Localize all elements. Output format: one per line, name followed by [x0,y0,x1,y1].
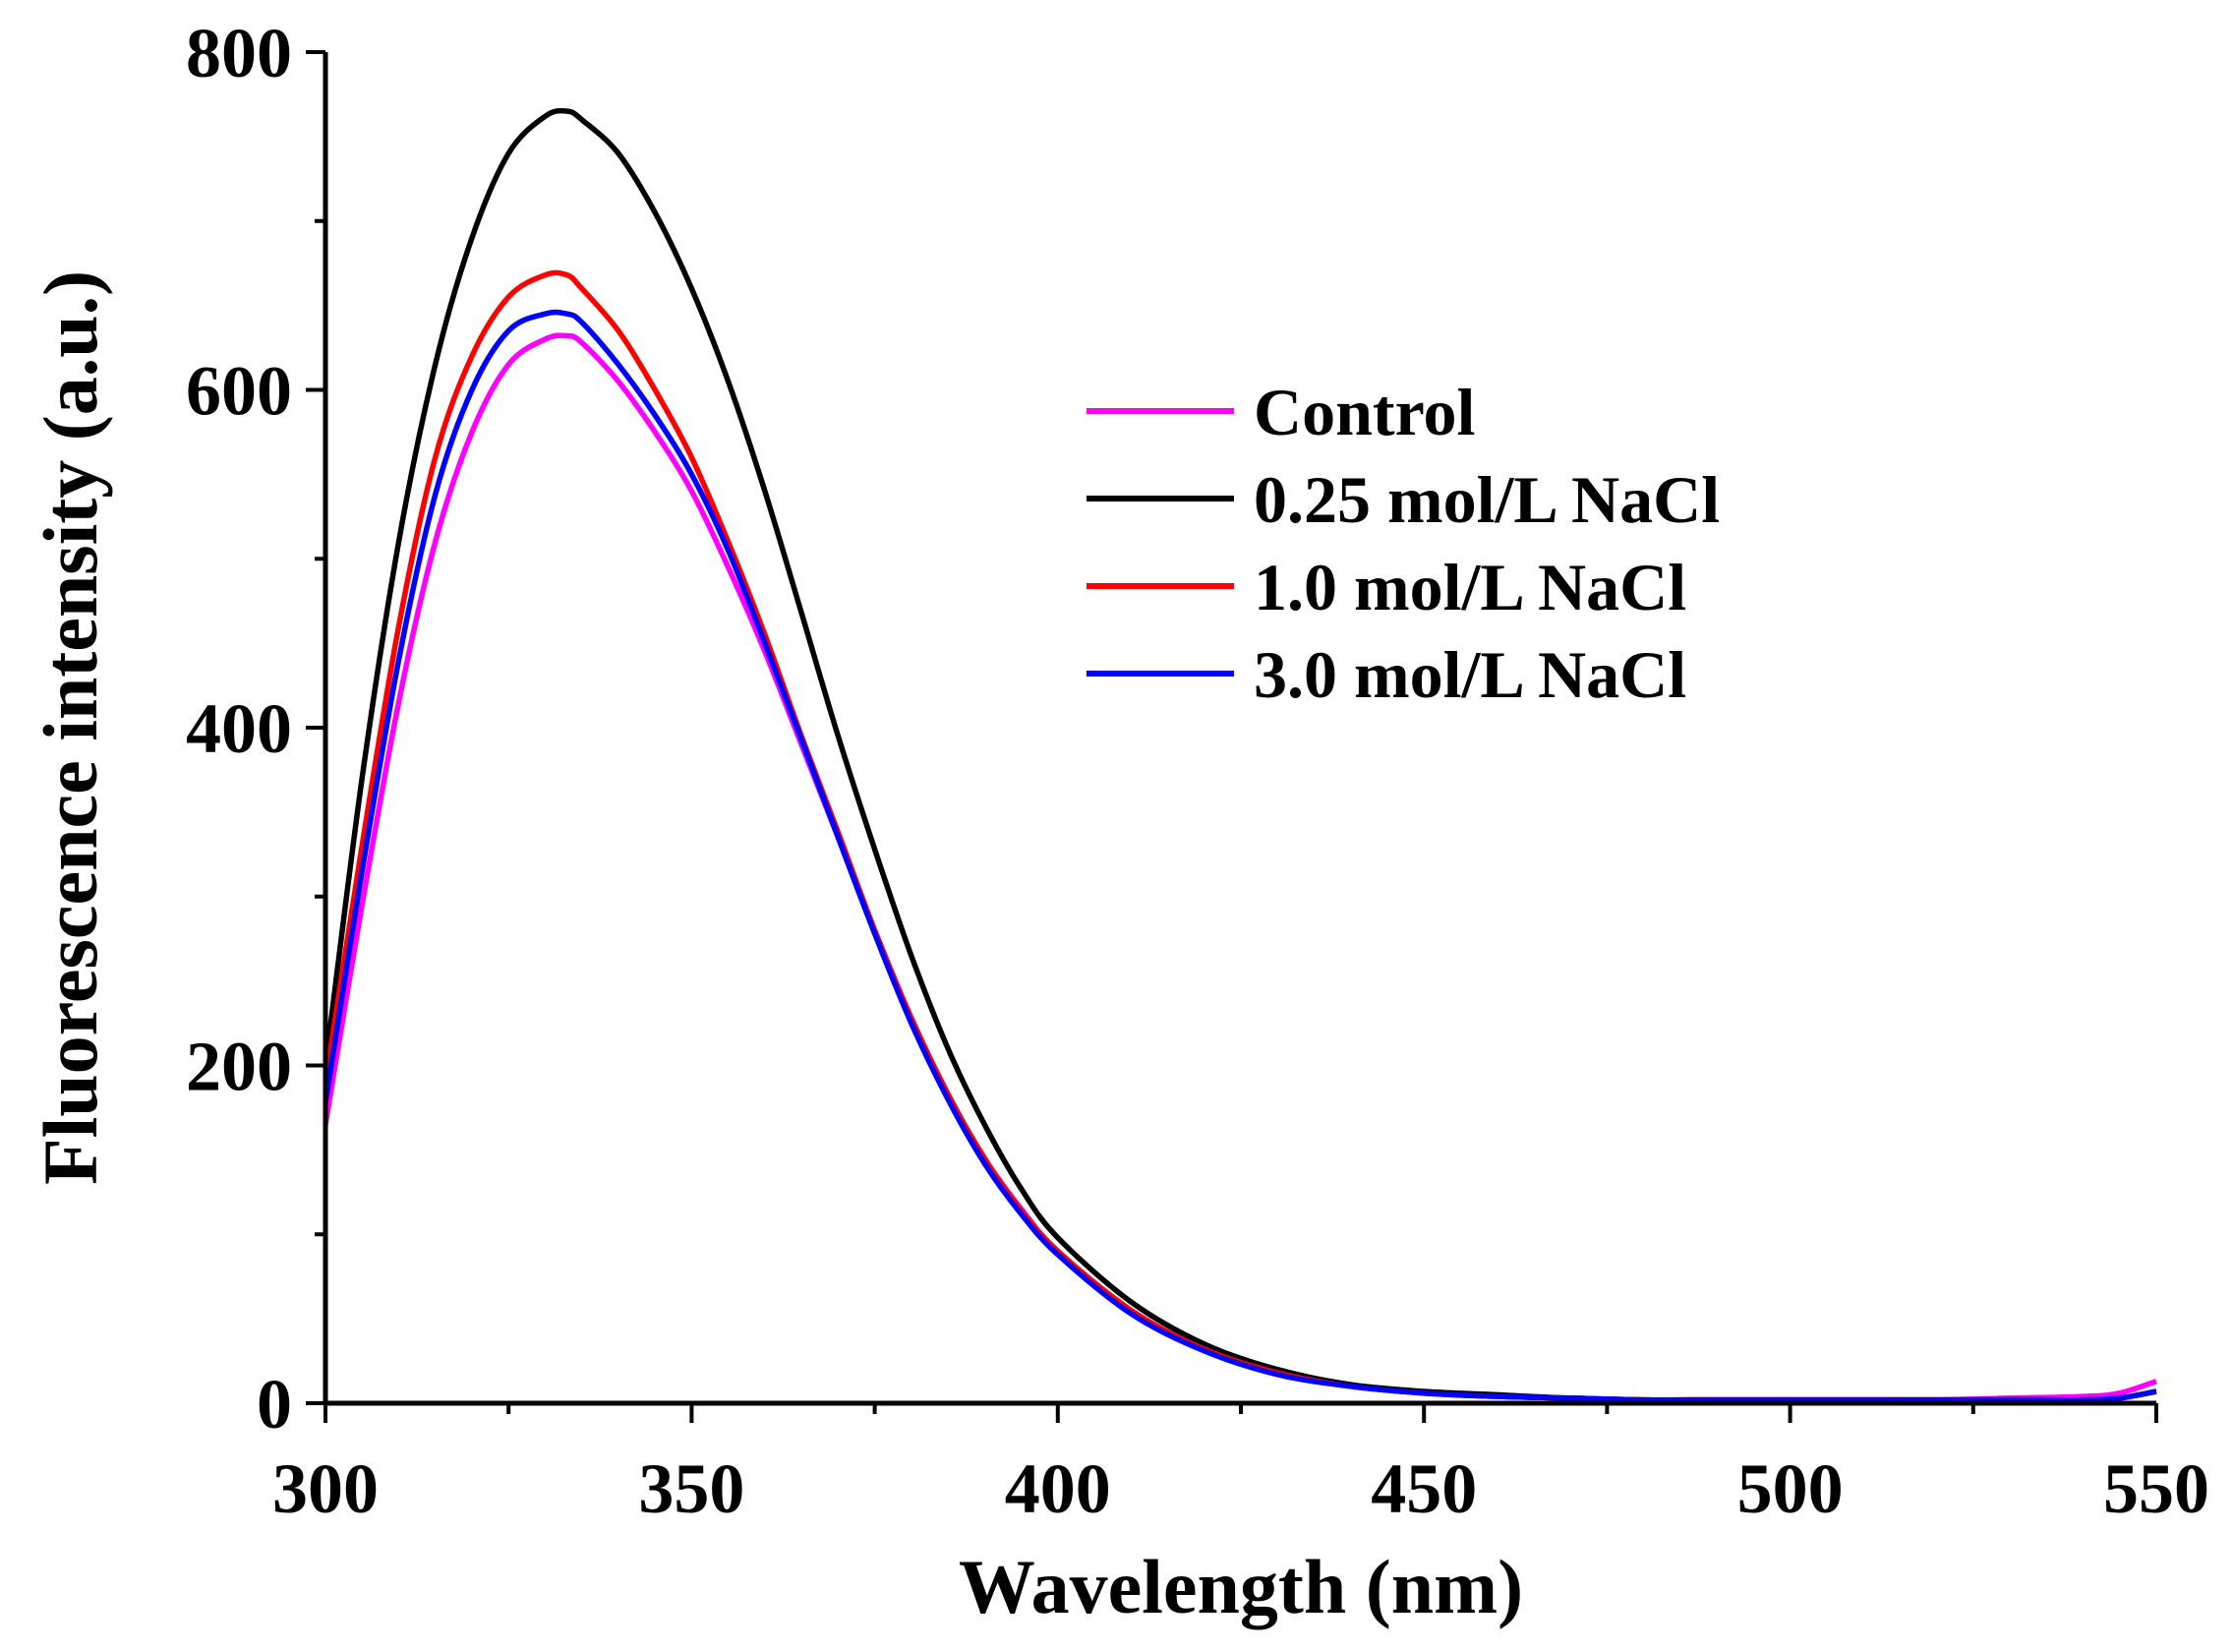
legend-label: Control [1254,375,1475,449]
legend-label: 0.25 mol/L NaCl [1254,462,1720,537]
legend-label: 3.0 mol/L NaCl [1254,637,1686,712]
y-tick-label: 800 [186,14,292,92]
x-tick-label: 450 [1371,1449,1477,1528]
x-tick-label: 350 [638,1449,744,1528]
x-axis-label: Wavelength (nm) [959,1544,1523,1629]
y-tick-label: 600 [186,352,292,431]
axes-layer [323,52,2156,1406]
series-line-2 [323,269,2157,1403]
legend: Control 0.25 mol/L NaCl 1.0 mol/L NaCl 3.0 … [1087,375,1720,712]
legend-label: 1.0 mol/L NaCl [1254,550,1686,624]
series-layer [323,107,2157,1403]
series-line-0 [323,332,2157,1403]
series-line-3 [323,309,2157,1403]
series-line-1 [323,107,2157,1403]
x-tick-label: 300 [272,1449,379,1528]
y-tick-label: 200 [186,1028,292,1106]
y-tick-label: 400 [186,689,292,768]
y-tick-label: 0 [257,1365,292,1444]
x-tick-label: 500 [1737,1449,1844,1528]
ticks-layer: 300 350 400 450 500 550 0 200 400 600 800 [186,14,2209,1528]
x-tick-label: 550 [2103,1449,2209,1528]
y-axis-label: Fluorescence intensity (a.u.) [28,270,113,1185]
x-tick-label: 400 [1005,1449,1111,1528]
